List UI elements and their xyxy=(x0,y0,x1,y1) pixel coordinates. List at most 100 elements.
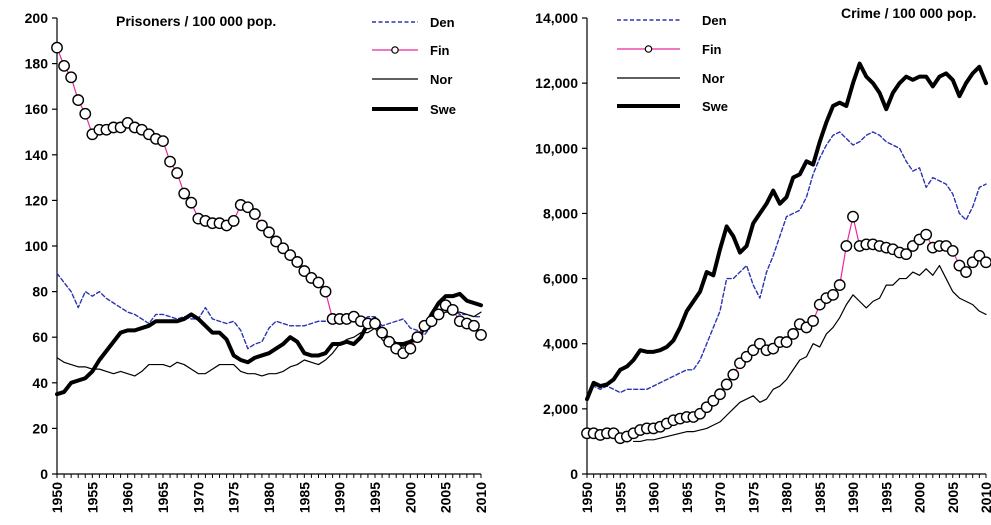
data-point-fin xyxy=(920,228,933,241)
data-point-fin xyxy=(946,244,959,257)
x-tick-label: 1995 xyxy=(367,482,383,513)
chart-title: Prisoners / 100 000 pop. xyxy=(116,13,276,29)
data-point-fin xyxy=(780,336,793,348)
data-point-fin xyxy=(171,167,184,179)
y-tick-label: 20 xyxy=(32,420,48,436)
x-tick-label: 1960 xyxy=(646,482,662,513)
chart-title: Crime / 100 000 pop. xyxy=(841,5,976,21)
data-point-fin xyxy=(270,235,282,248)
data-point-fin xyxy=(319,285,332,298)
chart-panel-crime: 0 2,000 4,000 6,000 8,000 10,000 12,000 14,000 1… xyxy=(535,5,991,513)
data-point-fin xyxy=(475,329,487,341)
y-tick-label: 160 xyxy=(25,101,49,117)
x-tick-label: 1980 xyxy=(261,482,277,513)
data-point-fin xyxy=(178,187,191,200)
y-tick-label: 10,000 xyxy=(535,140,578,156)
y-tick-label: 180 xyxy=(25,56,49,72)
x-tick-label: 1975 xyxy=(745,482,761,513)
data-point-fin xyxy=(291,256,304,268)
series-line-swe xyxy=(585,61,988,402)
data-point-fin xyxy=(714,388,726,401)
y-tick-label: 12,000 xyxy=(535,75,578,91)
chart-panel-prisoners: 0 20 40 60 80 100 120 140 160 180 200 1950 1955 1960 1… xyxy=(25,10,489,513)
data-point-fin xyxy=(900,248,913,261)
data-point-fin xyxy=(58,59,70,72)
y-tick-label: 60 xyxy=(32,329,48,345)
data-point-fin xyxy=(727,368,740,381)
data-point-fin xyxy=(298,265,311,277)
data-point-fin xyxy=(79,107,92,120)
y-tick-label: 100 xyxy=(25,238,49,254)
data-point-fin xyxy=(284,249,297,262)
x-tick-label: 1965 xyxy=(155,482,171,513)
data-point-fin xyxy=(263,226,275,239)
data-point-fin xyxy=(960,266,972,278)
legend-item-fin: Fin xyxy=(617,42,722,57)
x-tick-label: 2010 xyxy=(473,482,489,513)
data-point-fin xyxy=(72,94,85,106)
data-point-fin xyxy=(425,315,438,328)
x-tick-label: 1990 xyxy=(332,482,348,513)
y-tick-label: 8,000 xyxy=(543,205,578,221)
legend-item-den: Den xyxy=(372,15,455,30)
data-point-fin xyxy=(185,196,198,209)
series-line-den xyxy=(56,272,482,350)
x-tick-label: 1955 xyxy=(84,482,100,513)
legend-label: Nor xyxy=(702,71,724,86)
series-line-nor xyxy=(56,311,482,377)
x-tick-label: 1980 xyxy=(779,482,795,513)
data-point-fin xyxy=(980,256,991,269)
data-point-fin xyxy=(827,288,839,301)
data-point-fin xyxy=(369,317,381,330)
plot-area: 0 20 40 60 80 100 120 140 160 180 200 1950 1955 1960 1… xyxy=(25,10,489,513)
legend-label: Fin xyxy=(702,42,722,57)
data-point-fin xyxy=(157,135,169,148)
legend-item-den: Den xyxy=(617,13,727,28)
y-tick-label: 6,000 xyxy=(543,271,578,287)
series-line-fin xyxy=(586,216,987,439)
legend-item-fin: Fin xyxy=(372,43,450,58)
data-point-fin xyxy=(847,210,859,223)
y-tick-label: 200 xyxy=(25,10,49,26)
data-point-fin xyxy=(432,308,445,321)
x-tick-label: 1965 xyxy=(679,482,695,513)
data-point-fin xyxy=(404,342,417,355)
data-point-fin xyxy=(164,155,176,168)
legend-item-nor: Nor xyxy=(617,71,724,86)
data-point-fin xyxy=(51,41,63,54)
x-tick-label: 1960 xyxy=(120,482,136,513)
data-point-fin xyxy=(840,240,853,252)
data-point-fin xyxy=(277,242,290,255)
y-tick-label: 0 xyxy=(40,466,48,482)
data-point-fin xyxy=(256,219,268,232)
legend-label: Fin xyxy=(430,43,450,58)
legend-label: Swe xyxy=(430,102,456,117)
legend-marker xyxy=(644,45,653,53)
legend-label: Den xyxy=(702,13,727,28)
data-point-fin xyxy=(787,328,800,340)
data-point-fin xyxy=(720,378,733,391)
data-point-fin xyxy=(248,208,261,220)
y-tick-label: 2,000 xyxy=(543,401,578,417)
legend-item-nor: Nor xyxy=(372,72,452,87)
x-tick-label: 1950 xyxy=(579,482,595,513)
x-tick-label: 1970 xyxy=(190,482,206,513)
legend: Den Fin Nor Swe xyxy=(372,15,456,117)
x-tick-label: 1995 xyxy=(878,482,894,513)
data-point-fin xyxy=(376,326,388,339)
y-tick-label: 140 xyxy=(25,147,49,163)
legend-label: Den xyxy=(430,15,455,30)
x-tick-label: 1990 xyxy=(845,482,861,513)
x-tick-label: 1985 xyxy=(296,482,312,513)
x-tick-label: 1955 xyxy=(612,482,628,513)
legend-label: Swe xyxy=(702,99,728,114)
x-tick-label: 2010 xyxy=(978,482,991,513)
legend-marker xyxy=(391,46,399,54)
series-line-swe xyxy=(55,291,483,397)
x-tick-label: 2005 xyxy=(945,482,961,513)
data-point-fin xyxy=(446,303,459,316)
data-point-fin xyxy=(833,279,846,291)
legend-label: Nor xyxy=(430,72,452,87)
legend: Den Fin Nor Swe xyxy=(617,13,728,114)
